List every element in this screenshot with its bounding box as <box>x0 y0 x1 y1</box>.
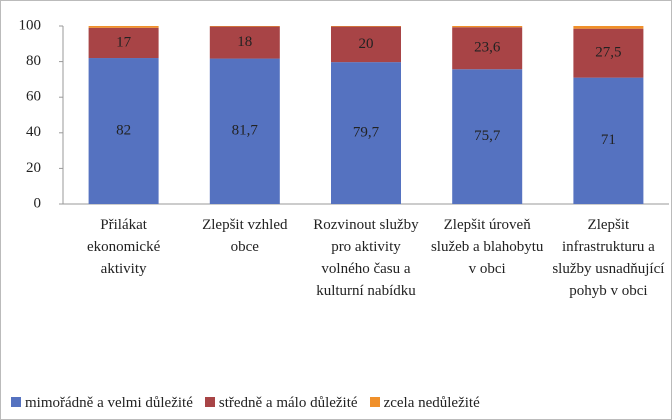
data-label: 79,7 <box>353 125 380 141</box>
data-label: 75,7 <box>474 128 501 144</box>
legend-swatch <box>369 397 380 407</box>
legend: mimořádně a velmi důležité středně a málo… <box>11 395 480 412</box>
legend-item: středně a málo důležité <box>204 395 358 412</box>
data-label: 18 <box>237 34 252 50</box>
legend-label: zcela nedůležité <box>383 395 480 411</box>
legend-swatch <box>204 397 215 407</box>
x-tick-label: Zlepšit infrastrukturu a služby usnadňuj… <box>552 217 665 299</box>
legend-label: mimořádně a velmi důležité <box>25 395 193 411</box>
y-tick-label: 60 <box>26 89 41 105</box>
data-label: 27,5 <box>595 45 621 61</box>
y-tick-label: 0 <box>34 195 42 211</box>
bar-segment <box>452 69 523 204</box>
y-tick-label: 20 <box>26 160 41 176</box>
data-label: 71 <box>601 132 616 148</box>
bar-segment <box>452 26 523 28</box>
bar-segment <box>331 26 401 63</box>
bar-segment <box>88 58 159 204</box>
bar-segment <box>209 26 280 27</box>
data-label: 23,6 <box>474 40 501 56</box>
legend-item: zcela nedůležité <box>369 395 480 412</box>
y-tick-label: 100 <box>19 17 42 33</box>
bar-segment <box>331 26 401 27</box>
data-label: 20 <box>359 36 374 52</box>
bar-segment <box>331 62 401 204</box>
bar-segment <box>452 27 523 70</box>
bar-segment <box>573 28 644 78</box>
x-tick-label: Rozvinout služby pro aktivity volného ča… <box>313 217 419 299</box>
data-label: 81,7 <box>232 123 259 139</box>
bar-segment <box>573 26 644 29</box>
data-label: 82 <box>116 122 131 138</box>
bar-segment <box>209 26 280 59</box>
bar-segment <box>209 58 280 204</box>
legend-swatch <box>11 397 21 407</box>
data-label: 17 <box>116 34 132 50</box>
x-tick-label: Zlepšit vzhled obce <box>202 217 288 255</box>
x-tick-label: Přilákat ekonomické aktivity <box>86 217 161 277</box>
y-tick-label: 40 <box>26 124 41 140</box>
bar-segment <box>573 77 644 204</box>
x-tick-label: Zlepšit úroveň služeb a blahobytu v obci <box>430 217 544 277</box>
legend-item: mimořádně a velmi důležité <box>11 395 193 412</box>
legend-label: středně a málo důležité <box>218 395 358 411</box>
bar-segment <box>88 27 159 59</box>
y-tick-label: 80 <box>26 53 41 69</box>
bar-segment <box>88 26 159 28</box>
